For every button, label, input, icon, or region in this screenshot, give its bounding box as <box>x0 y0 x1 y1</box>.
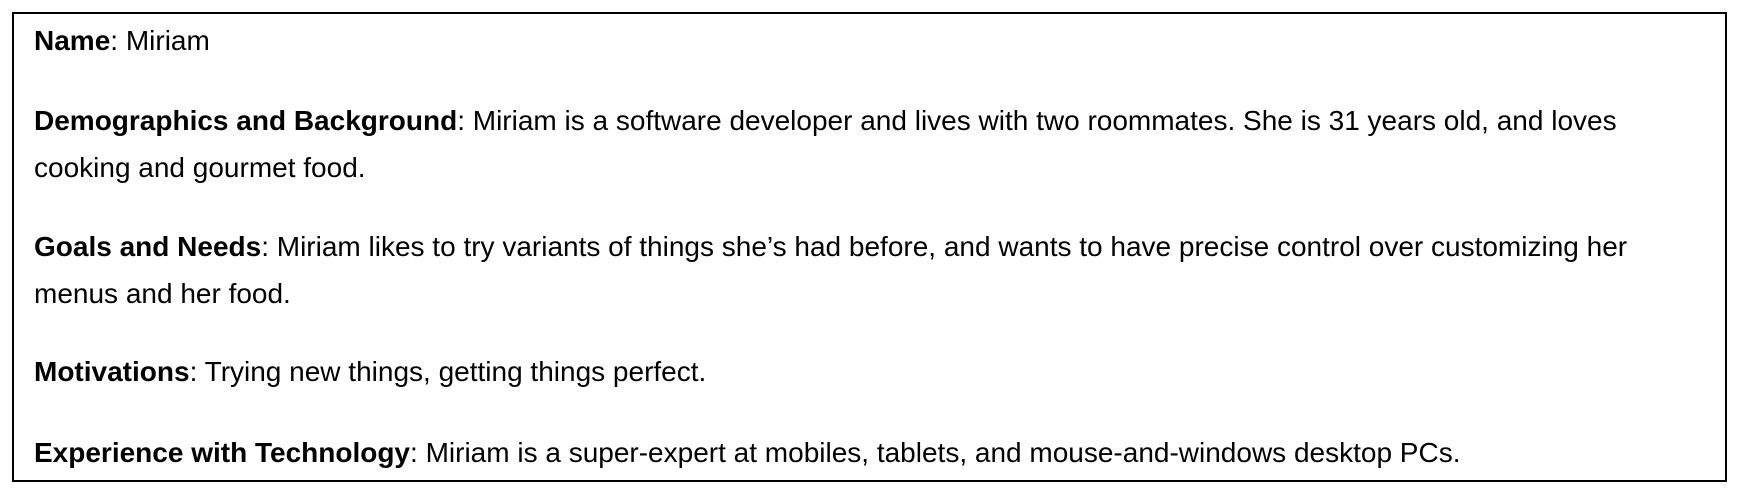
field-value: Miriam is a software developer and lives… <box>34 105 1617 183</box>
persona-card: Name: Miriam Demographics and Background… <box>12 12 1727 482</box>
persona-field-name: Name: Miriam <box>34 17 1705 64</box>
field-separator: : <box>261 231 277 262</box>
field-value: Miriam <box>125 25 210 56</box>
field-label: Demographics and Background <box>34 105 458 136</box>
field-separator: : <box>410 437 426 468</box>
field-label: Goals and Needs <box>34 231 262 262</box>
persona-field-motivations: Motivations: Trying new things, getting … <box>34 348 1705 395</box>
field-label: Motivations <box>34 356 190 387</box>
persona-field-demographics: Demographics and Background: Miriam is a… <box>34 97 1705 191</box>
field-value: Miriam is a super-expert at mobiles, tab… <box>425 437 1461 468</box>
field-separator: : <box>457 105 473 136</box>
persona-field-goals: Goals and Needs: Miriam likes to try var… <box>34 223 1705 317</box>
field-label: Name <box>34 25 111 56</box>
field-separator: : <box>189 356 205 387</box>
field-value: Trying new things, getting things perfec… <box>204 356 707 387</box>
persona-field-experience: Experience with Technology: Miriam is a … <box>34 429 1705 476</box>
field-label: Experience with Technology <box>34 437 411 468</box>
field-separator: : <box>110 25 126 56</box>
field-value: Miriam likes to try variants of things s… <box>34 231 1628 309</box>
